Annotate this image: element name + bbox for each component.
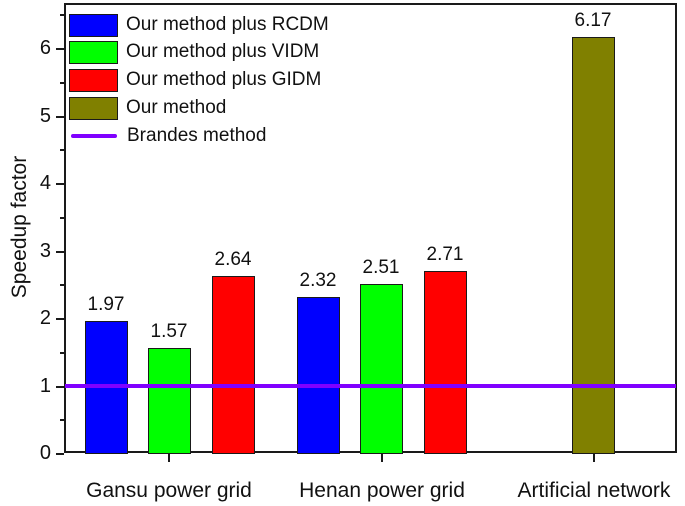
data-label: 2.71 bbox=[426, 244, 464, 265]
x-label-henan: Henan power grid bbox=[299, 479, 465, 502]
legend-label: Our method plus GIDM bbox=[126, 69, 322, 90]
y-tick-major bbox=[56, 453, 64, 455]
legend-swatch-gidm bbox=[69, 69, 118, 92]
y-tick-major bbox=[56, 318, 64, 320]
x-label-artificial: Artificial network bbox=[517, 479, 671, 502]
bar-henan-vidm bbox=[360, 284, 403, 454]
legend-label: Brandes method bbox=[127, 125, 267, 146]
y-tick-minor bbox=[60, 284, 64, 286]
bar-gansu-gidm bbox=[212, 276, 255, 454]
brandes-reference-line bbox=[65, 384, 676, 388]
y-tick-label: 2 bbox=[39, 307, 51, 329]
legend-swatch-rcdm bbox=[69, 14, 118, 37]
y-tick-major bbox=[56, 48, 64, 50]
y-tick-label: 4 bbox=[39, 172, 51, 194]
y-tick-minor bbox=[60, 352, 64, 354]
data-label: 6.17 bbox=[574, 10, 612, 31]
y-tick-label: 0 bbox=[39, 442, 51, 464]
y-tick-minor bbox=[60, 14, 64, 16]
bar-artificial-our-method bbox=[572, 37, 615, 454]
y-tick-major bbox=[56, 183, 64, 185]
data-label: 2.51 bbox=[362, 257, 400, 278]
data-label: 1.57 bbox=[150, 321, 188, 342]
y-tick-minor bbox=[60, 217, 64, 219]
y-tick-label: 5 bbox=[39, 105, 51, 127]
data-label: 2.64 bbox=[214, 249, 252, 270]
y-tick-minor bbox=[60, 149, 64, 151]
y-tick-minor bbox=[60, 419, 64, 421]
y-tick-major bbox=[56, 386, 64, 388]
bar-henan-rcdm bbox=[297, 297, 340, 454]
legend-line-brandes bbox=[71, 134, 117, 138]
y-tick-major bbox=[56, 116, 64, 118]
legend-label: Our method bbox=[126, 97, 227, 118]
legend-swatch-our-method bbox=[69, 97, 118, 120]
y-tick-minor bbox=[60, 82, 64, 84]
bar-gansu-vidm bbox=[148, 348, 191, 454]
x-tick bbox=[593, 453, 595, 462]
legend-label: Our method plus RCDM bbox=[126, 14, 329, 35]
data-label: 2.32 bbox=[299, 270, 337, 291]
y-tick-label: 3 bbox=[39, 240, 51, 262]
y-tick-major bbox=[56, 251, 64, 253]
data-label: 1.97 bbox=[87, 294, 125, 315]
x-tick bbox=[168, 453, 170, 462]
y-tick-label: 6 bbox=[39, 37, 51, 59]
bar-henan-gidm bbox=[424, 271, 467, 454]
legend-label: Our method plus VIDM bbox=[126, 41, 320, 62]
y-tick-label: 1 bbox=[39, 375, 51, 397]
legend-swatch-vidm bbox=[69, 41, 118, 64]
x-tick bbox=[381, 453, 383, 462]
x-label-gansu: Gansu power grid bbox=[86, 479, 252, 502]
